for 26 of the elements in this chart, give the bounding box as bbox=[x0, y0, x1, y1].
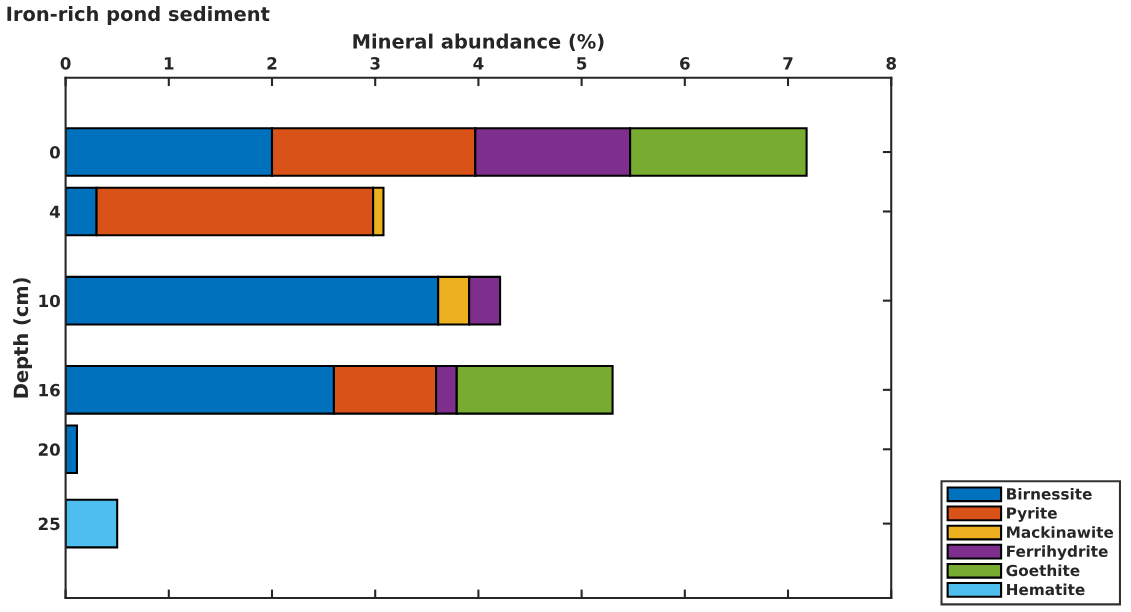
x-tick-label: 7 bbox=[783, 57, 793, 70]
y-tick-label: 20 bbox=[38, 443, 60, 456]
x-tick-label: 1 bbox=[164, 57, 174, 70]
x-tick-label: 8 bbox=[886, 57, 896, 70]
y-tick-label: 10 bbox=[39, 294, 60, 308]
legend-label: Goethite bbox=[1006, 564, 1080, 577]
x-tick-label: 6 bbox=[680, 57, 690, 70]
y-tick-label: 0 bbox=[49, 146, 60, 159]
y-tick-label: 25 bbox=[38, 517, 60, 531]
x-tick-label: 5 bbox=[577, 57, 587, 70]
x-tick-label: 2 bbox=[267, 57, 277, 70]
x-tick-label: 4 bbox=[473, 57, 484, 70]
legend-label: Mackinawite bbox=[1007, 526, 1114, 538]
legend-label: Hematite bbox=[1007, 583, 1085, 596]
legend-label: Pyrite bbox=[1007, 506, 1057, 522]
legend-label: Ferrihydrite bbox=[1007, 545, 1108, 561]
y-tick-label: 4 bbox=[49, 205, 60, 218]
chart-title: Iron-rich pond sediment bbox=[7, 6, 270, 25]
x-axis-title: Mineral abundance (%) bbox=[353, 33, 604, 51]
legend-label: Birnessite bbox=[1007, 487, 1092, 500]
y-tick-label: 16 bbox=[39, 383, 60, 397]
bar bbox=[65, 424, 78, 475]
y-axis-title: Depth (cm) bbox=[13, 278, 32, 398]
x-tick-label: 3 bbox=[370, 57, 380, 70]
bar bbox=[65, 498, 119, 549]
x-tick-label: 0 bbox=[60, 57, 71, 70]
